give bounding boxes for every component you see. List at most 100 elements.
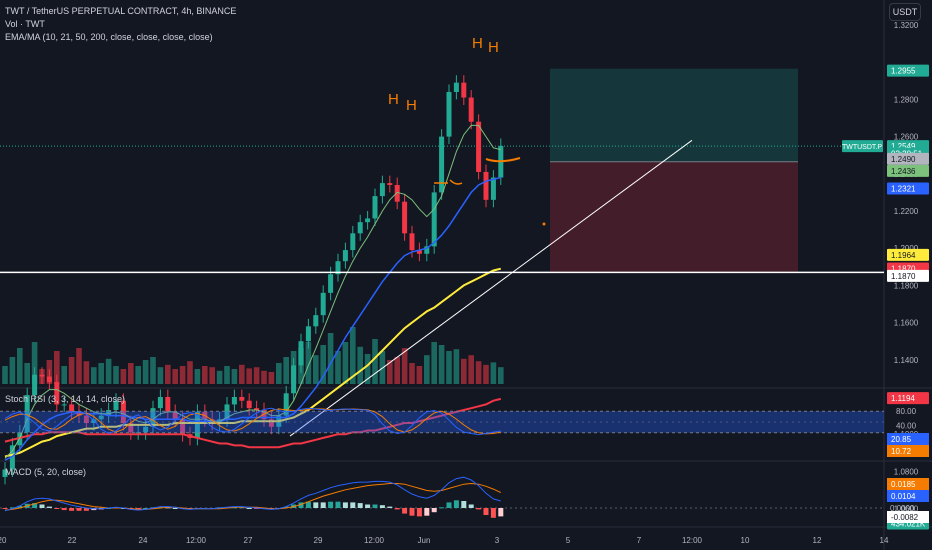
stoch-k-line [4, 407, 501, 436]
macd-histogram-bar [76, 508, 82, 511]
stoch-rsi-legend[interactable]: Stoch RSI (3, 3, 14, 14, close) [5, 394, 126, 404]
volume-bar [438, 345, 445, 384]
candle-body [91, 419, 97, 424]
candle-body [32, 374, 38, 396]
macd-legend[interactable]: MACD (5, 20, close) [5, 467, 87, 477]
symbol-title[interactable]: TWT / TetherUS PERPETUAL CONTRACT, 4h, B… [5, 6, 237, 16]
macd-histogram-bar [387, 506, 393, 508]
volume-bar [394, 357, 400, 384]
macd-histogram-bar [157, 506, 163, 508]
candle-body [61, 404, 67, 406]
candle-body [291, 365, 297, 394]
candle-body [2, 469, 8, 477]
candle-body [387, 183, 393, 185]
macd-histogram-bar [394, 508, 400, 510]
symbol-badge [842, 140, 883, 153]
candle-body [298, 341, 304, 366]
macd-line [4, 476, 501, 512]
stoch-badge [887, 433, 929, 445]
macd-histogram-bar [39, 504, 45, 508]
annotation-stroke [485, 157, 521, 163]
volume-bar [113, 366, 119, 384]
macd-histogram-bar [46, 506, 52, 508]
time-tick: 12:00 [186, 536, 207, 545]
volume-bar [335, 351, 341, 384]
macd-histogram-bar [453, 500, 459, 508]
volume-bar [305, 342, 312, 384]
macd-badge [887, 511, 929, 523]
macd-histogram-bar [335, 501, 341, 508]
macd-histogram-bar [283, 506, 289, 508]
candle-body [143, 426, 149, 433]
price-badge [887, 64, 929, 77]
candle-body [231, 397, 237, 405]
macd-histogram-bar [409, 508, 415, 516]
stoch-badge [887, 445, 929, 457]
macd-histogram-bar [17, 505, 23, 508]
time-tick: 22 [68, 536, 77, 545]
candle-body [468, 97, 474, 122]
candle-body [424, 246, 430, 254]
macd-histogram-bar [402, 508, 408, 514]
volume-bar [461, 358, 467, 384]
macd-histogram-bar [342, 502, 348, 508]
price-badge [887, 164, 929, 177]
price-tick: 1.2600 [894, 133, 919, 142]
candle-body [98, 415, 104, 420]
candle-body [39, 374, 45, 377]
time-tick: 24 [139, 536, 148, 545]
price-badge [887, 182, 929, 195]
volume-bar [483, 364, 489, 384]
volume-bar [83, 361, 90, 384]
macd-histogram-bar [490, 508, 496, 518]
stoch-tick: 40.00 [896, 422, 917, 431]
price-badge-text: 1.1964 [891, 251, 916, 260]
volume-bar [261, 370, 267, 384]
candle-body [342, 250, 348, 262]
price-tick: 1.1400 [894, 356, 919, 365]
volume-bar [276, 363, 282, 384]
candle-body [254, 408, 260, 411]
macd-badge-text: 0.0185 [891, 480, 916, 489]
volume-bar [68, 357, 75, 384]
time-tick: 20 [0, 536, 7, 545]
macd-histogram-bar [379, 505, 385, 508]
candle-body [239, 397, 245, 401]
price-badge [887, 269, 929, 282]
volume-bar [135, 366, 141, 384]
volume-bar [313, 355, 319, 384]
macd-tick: 0.0000 [890, 504, 915, 513]
ema-legend[interactable]: EMA/MA (10, 21, 50, 200, close, close, c… [5, 32, 213, 42]
candle-body [305, 326, 311, 342]
volume-bar [475, 361, 482, 384]
candle-body [157, 397, 163, 409]
price-badge [887, 392, 929, 405]
currency-button[interactable]: USDT [889, 3, 921, 21]
candle-body [416, 250, 422, 254]
volume-legend[interactable]: Vol · TWT [5, 19, 45, 29]
macd-histogram-bar [172, 508, 178, 509]
volume-bar [98, 363, 104, 384]
volume-bar [150, 357, 156, 384]
candle-body [379, 183, 385, 197]
volume-bar [128, 363, 134, 384]
volume-bar [283, 357, 289, 384]
volume-bar [431, 342, 437, 384]
macd-histogram-bar [350, 502, 356, 508]
volume-bar [320, 345, 326, 384]
volume-bar [239, 364, 245, 384]
time-tick: 14 [880, 536, 889, 545]
macd-histogram-bar [298, 502, 304, 508]
price-tick: 1.2200 [894, 207, 919, 216]
volume-bar [216, 370, 223, 384]
candle-body [431, 192, 437, 247]
time-tick: 3 [495, 536, 500, 545]
candle-body [439, 136, 445, 193]
candle-body [490, 177, 496, 200]
volume-bar [357, 346, 363, 384]
volume-bar [61, 366, 67, 384]
macd-badge [887, 478, 929, 490]
price-tick: 1.2000 [894, 244, 919, 253]
target-zone [550, 68, 798, 162]
